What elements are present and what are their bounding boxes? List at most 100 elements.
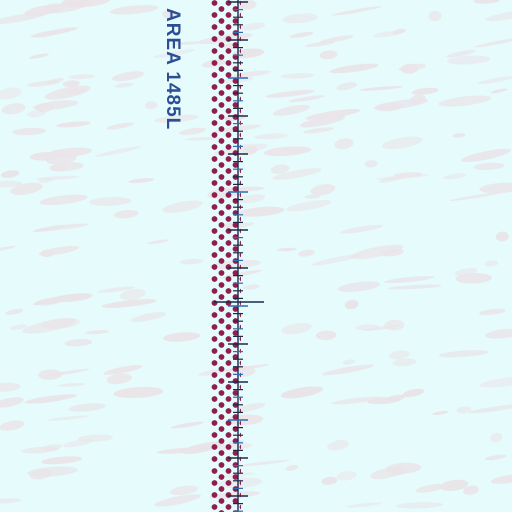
texture-blob [10,182,43,196]
texture-blob [461,148,511,163]
texture-blob [415,484,445,493]
texture-blob [387,284,442,290]
texture-blob [95,146,141,157]
texture-blob [280,73,315,79]
texture-blob [336,82,357,91]
texture-blob [114,82,134,88]
texture-blob [43,3,64,13]
texture-blob [128,178,155,184]
texture-blob [52,224,65,229]
texture-blob [64,338,93,347]
texture-blob [162,332,201,342]
texture-blob [329,63,379,74]
texture-blob [0,12,47,25]
texture-blob [171,41,202,46]
texture-blob [0,420,25,431]
texture-blob [35,175,80,181]
texture-blob [33,293,87,306]
texture-blob [346,502,382,508]
texture-blob [49,149,65,158]
texture-blob [68,403,106,412]
texture-blob [162,200,203,213]
texture-blob [389,350,410,360]
texture-blob [24,394,77,404]
texture-blob [289,32,314,38]
texture-blob [272,168,322,180]
texture-blob [96,286,136,293]
texture-blob [411,87,439,95]
texture-blob [113,386,164,399]
texture-blob [0,180,23,188]
texture-blob [447,55,491,65]
texture-blob [477,76,512,84]
texture-blob [280,386,324,399]
texture-blob [389,466,406,476]
texture-blob [147,239,170,245]
texture-blob [490,474,512,484]
texture-blob [474,37,512,48]
texture-blob [319,35,354,44]
texture-blob [0,397,24,408]
texture-blob [0,382,21,392]
texture-blob [235,459,290,467]
texture-blob [179,127,206,136]
texture-blob [179,258,204,265]
texture-blob [103,365,143,375]
texture-blob [373,98,429,110]
texture-blob [479,182,512,194]
texture-blob [387,394,405,402]
texture-blob [113,209,139,219]
texture-blob [101,299,157,308]
texture-blob [449,192,502,201]
texture-blob [468,404,512,414]
texture-blob [27,466,78,477]
texture-blob [106,122,135,130]
area-label: AREA 1485L [162,8,183,131]
texture-blob [392,28,406,35]
texture-blob [68,74,95,80]
texture-blob [32,100,79,111]
texture-blob [428,10,442,22]
texture-blob [153,49,195,58]
texture-blob [254,133,288,140]
texture-blob [29,53,49,59]
texture-blob [38,369,63,380]
texture-blob [304,41,335,47]
texture-blob [154,114,199,123]
texture-blob [263,146,312,157]
texture-blob [452,133,466,138]
texture-blob [237,194,266,204]
texture-blob [339,224,384,234]
texture-blob [169,485,199,496]
texture-blob [106,373,132,385]
texture-blob [337,281,381,292]
texture-blob [331,396,382,405]
texture-blob [145,100,158,110]
texture-blob [350,244,404,260]
texture-blob [322,364,374,376]
texture-blob [485,10,512,22]
texture-blob [495,231,509,242]
texture-blob [446,49,476,58]
texture-blob [303,127,335,134]
texture-blob [432,411,449,415]
texture-blob [12,127,46,136]
texture-blob [240,22,265,31]
texture-blob [334,138,354,150]
texture-blob [286,200,332,212]
texture-blob [398,63,426,72]
texture-blob [311,254,362,266]
texture-blob [439,479,469,492]
texture-blob [282,13,318,24]
texture-blob [331,6,382,16]
texture-blob [327,439,350,451]
scale-ticks [228,1,248,512]
texture-blob [319,50,338,60]
texture-blob [462,485,479,495]
texture-blob [288,95,325,102]
texture-blob [299,115,345,128]
texture-blob [384,319,405,331]
texture-blob [310,184,336,196]
